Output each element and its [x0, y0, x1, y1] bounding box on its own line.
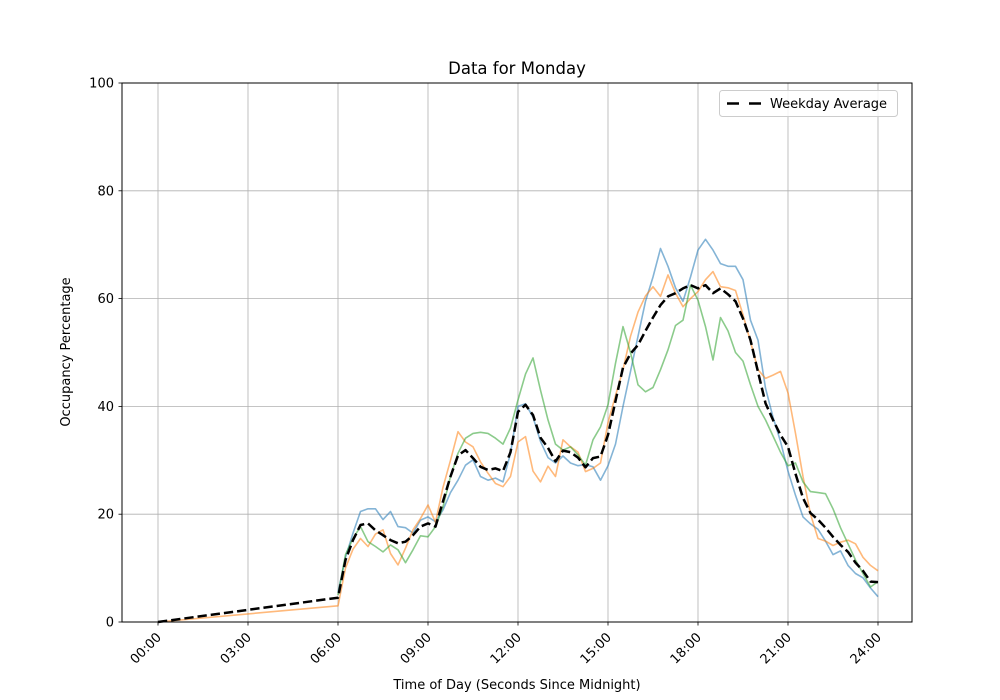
y-tick-label: 100 — [89, 77, 114, 92]
y-tick-label: 20 — [97, 508, 114, 523]
series-line-day-series-orange — [157, 270, 879, 623]
x-tick-label: 18:00 — [668, 630, 705, 667]
legend-box — [719, 90, 898, 117]
x-tick-label: 00:00 — [128, 630, 165, 667]
legend-label: Weekday Average — [770, 97, 887, 112]
series-line-day-series-green — [337, 284, 879, 596]
axes-border — [121, 82, 913, 623]
y-tick-label: 0 — [106, 616, 114, 631]
grid-lines — [122, 82, 912, 623]
x-axis-label: Time of Day (Seconds Since Midnight) — [392, 678, 640, 693]
series-line-weekday-average — [157, 283, 879, 624]
legend: Weekday Average — [719, 90, 898, 117]
y-axis-label: Occupancy Percentage — [59, 277, 74, 426]
x-tick-label: 24:00 — [848, 630, 885, 667]
series-lines — [157, 238, 879, 624]
y-tick-label: 80 — [97, 184, 114, 199]
series-line-day-series-blue — [337, 238, 879, 598]
y-tick-label: 60 — [97, 292, 114, 307]
x-tick-label: 06:00 — [308, 630, 345, 667]
x-tick-label: 12:00 — [488, 630, 525, 667]
axis-ticks: 00:00 03:00 06:00 09:00 12:00 15:00 18:00 21:00… — [89, 77, 885, 668]
x-tick-label: 21:00 — [758, 630, 795, 667]
y-tick-label: 40 — [97, 400, 114, 415]
x-tick-label: 09:00 — [398, 630, 435, 667]
x-tick-label: 15:00 — [578, 630, 615, 667]
chart-title: Data for Monday — [448, 59, 586, 78]
x-tick-label: 03:00 — [218, 630, 255, 667]
